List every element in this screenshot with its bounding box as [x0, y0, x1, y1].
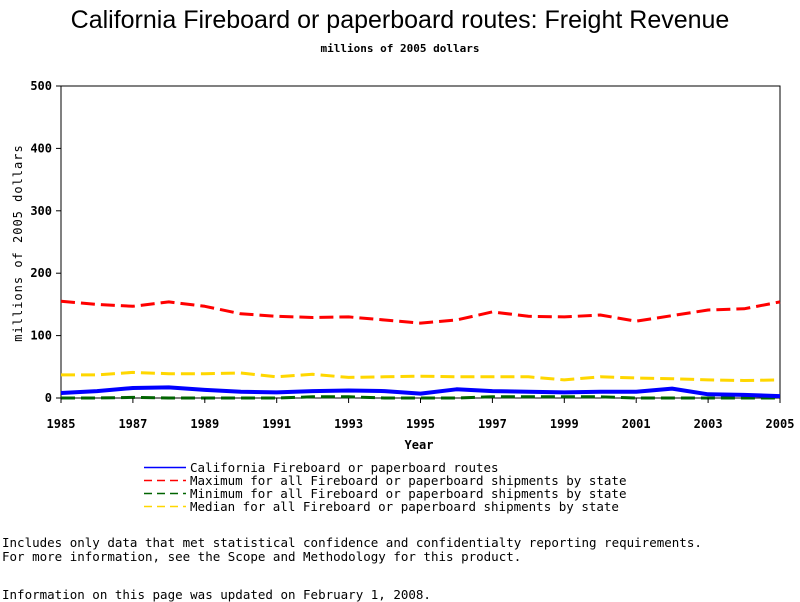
footnotes: Includes only data that met statistical … — [2, 536, 702, 564]
legend-item: California Fireboard or paperboard route… — [142, 461, 627, 474]
legend-item: Median for all Fireboard or paperboard s… — [142, 500, 627, 513]
chart-legend: California Fireboard or paperboard route… — [142, 461, 627, 513]
x-tick-label: 1989 — [190, 417, 219, 431]
y-tick-label: 100 — [30, 329, 52, 343]
chart-title: California Fireboard or paperboard route… — [70, 6, 730, 34]
x-tick-label: 1987 — [118, 417, 147, 431]
series-line-3 — [61, 370, 781, 382]
x-tick-label: 1995 — [406, 417, 435, 431]
y-tick-label: 400 — [30, 141, 52, 155]
legend-item: Maximum for all Fireboard or paperboard … — [142, 474, 627, 487]
update-notice: Information on this page was updated on … — [2, 587, 431, 602]
x-axis-label: Year — [405, 438, 434, 452]
legend-label: Maximum for all Fireboard or paperboard … — [190, 473, 627, 488]
footnote-confidence: Includes only data that met statistical … — [2, 535, 702, 550]
footnote-methodology: For more information, see the Scope and … — [2, 549, 522, 564]
line-chart: 0 100 200 300 400 500 1985 1987 1989 1991 1993 1995… — [11, 79, 795, 452]
legend-item: Minimum for all Fireboard or paperboard … — [142, 487, 627, 500]
plot-area-frame — [60, 85, 781, 399]
y-tick-label: 200 — [30, 266, 52, 280]
y-tick-label: 300 — [30, 204, 52, 218]
x-tick-label: 1997 — [478, 417, 507, 431]
x-tick-label: 1993 — [334, 417, 363, 431]
x-tick-label: 2003 — [694, 417, 723, 431]
legend-swatch — [144, 492, 186, 495]
legend-swatch — [144, 505, 186, 508]
x-tick-label: 1985 — [47, 417, 76, 431]
legend-swatch — [144, 466, 186, 469]
y-axis-label: millions of 2005 dollars — [11, 144, 25, 341]
x-tick-label: 2001 — [622, 417, 651, 431]
series-line-0 — [60, 385, 781, 399]
x-tick-label: 1991 — [262, 417, 291, 431]
legend-label: Minimum for all Fireboard or paperboard … — [190, 486, 627, 501]
y-tick-label: 500 — [30, 79, 52, 93]
x-tick-label: 1999 — [550, 417, 579, 431]
legend-swatch — [144, 479, 186, 482]
legend-label: California Fireboard or paperboard route… — [190, 460, 499, 475]
chart-subtitle: millions of 2005 dollars — [320, 42, 480, 55]
x-tick-label: 2005 — [766, 417, 795, 431]
series-line-1 — [60, 299, 781, 325]
y-tick-label: 0 — [45, 391, 52, 405]
legend-label: Median for all Fireboard or paperboard s… — [190, 499, 619, 514]
